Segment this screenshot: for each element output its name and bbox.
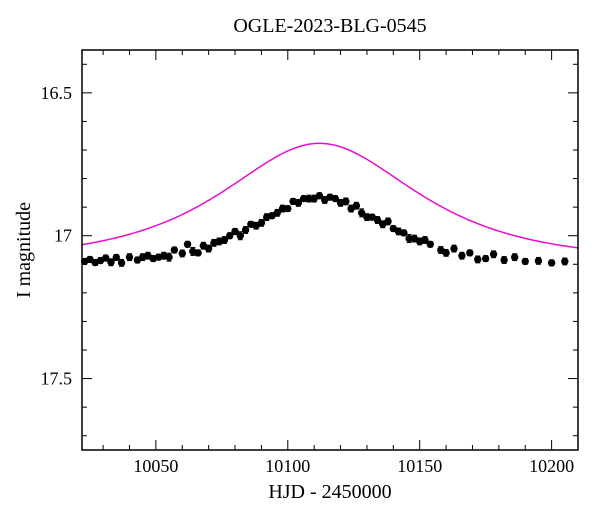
data-point (205, 245, 211, 251)
data-point (108, 259, 114, 265)
data-point (353, 203, 359, 209)
data-point (475, 256, 481, 262)
data-point (490, 251, 496, 257)
data-point (443, 250, 449, 256)
data-point (427, 241, 433, 247)
data-point (285, 205, 291, 211)
x-tick-label: 10050 (133, 456, 178, 476)
data-point (511, 254, 517, 260)
data-point (195, 250, 201, 256)
data-point (467, 250, 473, 256)
chart-container: OGLE-2023-BLG-0545 10050 10100 10150 10200 16… (0, 0, 600, 512)
data-point (166, 254, 172, 260)
data-point (535, 258, 541, 264)
data-point (385, 218, 391, 224)
y-tick-label: 17.5 (41, 369, 73, 389)
data-point (401, 230, 407, 236)
data-point (126, 254, 132, 260)
x-tick-label: 10200 (529, 456, 574, 476)
x-tick-label: 10100 (265, 456, 310, 476)
y-tick-label: 17 (54, 226, 72, 246)
data-point (451, 245, 457, 251)
data-point (171, 247, 177, 253)
light-curve-chart: OGLE-2023-BLG-0545 10050 10100 10150 10200 16… (0, 0, 600, 512)
data-point (522, 258, 528, 264)
x-tick-label: 10150 (397, 456, 442, 476)
data-point (459, 253, 465, 259)
data-point (242, 227, 248, 233)
data-point (237, 233, 243, 239)
y-tick-label: 16.5 (41, 83, 73, 103)
y-axis-label: I magnitude (13, 202, 35, 298)
data-point (258, 220, 264, 226)
data-point (343, 198, 349, 204)
data-point (562, 258, 568, 264)
data-point (184, 241, 190, 247)
data-point (482, 255, 488, 261)
data-point (548, 260, 554, 266)
chart-title: OGLE-2023-BLG-0545 (233, 15, 426, 37)
x-axis-label: HJD - 2450000 (268, 481, 391, 503)
data-point (118, 260, 124, 266)
data-point (179, 250, 185, 256)
data-point (501, 257, 507, 263)
data-point (113, 254, 119, 260)
